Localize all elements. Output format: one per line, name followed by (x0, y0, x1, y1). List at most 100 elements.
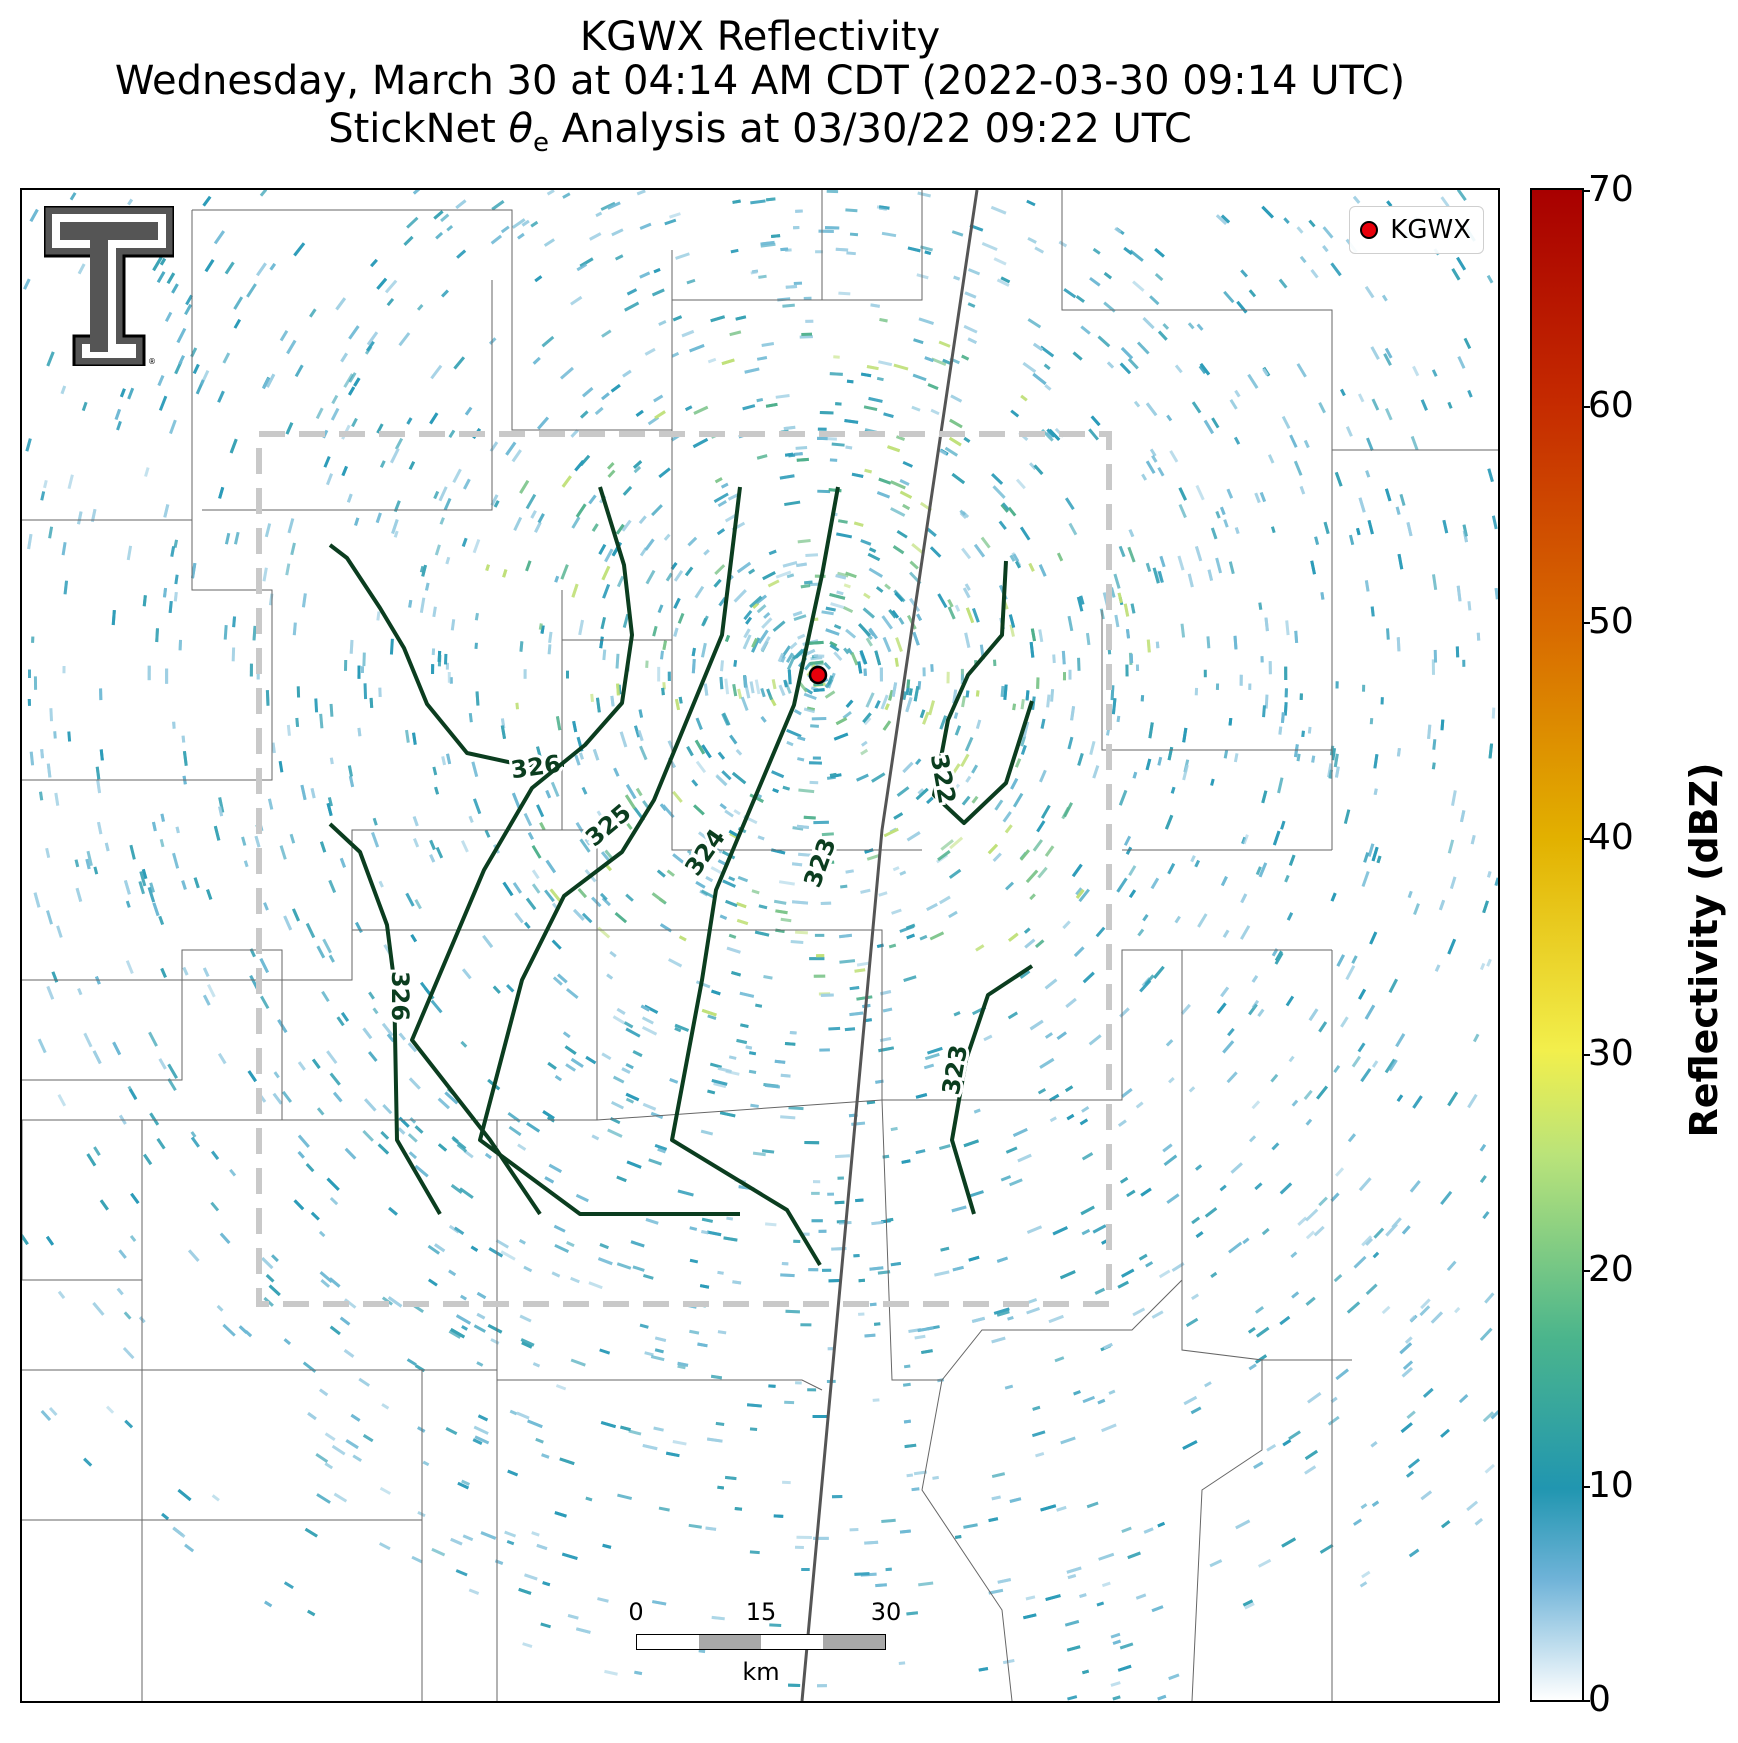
reflectivity-echo (579, 752, 584, 760)
reflectivity-echo (1167, 746, 1174, 761)
reflectivity-echo (171, 283, 179, 294)
reflectivity-echo (1228, 1241, 1243, 1254)
radar-site-marker[interactable] (808, 665, 828, 685)
reflectivity-echo (987, 843, 999, 855)
reflectivity-echo (688, 1523, 702, 1529)
reflectivity-echo (765, 402, 778, 408)
reflectivity-echo (1127, 546, 1136, 563)
reflectivity-echo (1384, 1058, 1396, 1074)
reflectivity-echo (537, 416, 549, 430)
reflectivity-echo (1089, 276, 1101, 287)
reflectivity-echo (780, 1115, 796, 1120)
reflectivity-echo (1065, 997, 1077, 1008)
radar-map[interactable]: 326 326 325 324 323 322 323 ® KGWX 0 15 30 km (20, 188, 1500, 1703)
reflectivity-echo (1174, 915, 1181, 924)
reflectivity-echo (963, 1139, 979, 1148)
reflectivity-echo (1487, 468, 1494, 483)
reflectivity-echo (339, 857, 346, 868)
reflectivity-echo (577, 888, 587, 899)
reflectivity-echo (600, 201, 616, 211)
reflectivity-echo (895, 435, 906, 441)
reflectivity-echo (654, 1348, 664, 1354)
reflectivity-echo (1371, 1500, 1380, 1507)
reflectivity-echo (1299, 255, 1307, 264)
reflectivity-echo (854, 968, 866, 973)
reflectivity-echo (1228, 717, 1233, 726)
reflectivity-echo (915, 1093, 928, 1099)
reflectivity-echo (1029, 641, 1035, 658)
reflectivity-echo (1080, 325, 1091, 335)
scalebar-segments (636, 1634, 886, 1650)
reflectivity-echo (890, 1261, 902, 1267)
reflectivity-echo (538, 623, 543, 630)
reflectivity-echo (488, 337, 497, 345)
reflectivity-echo (1294, 630, 1299, 643)
reflectivity-echo (376, 611, 381, 621)
reflectivity-echo (792, 900, 809, 905)
reflectivity-echo (964, 291, 977, 299)
reflectivity-echo (323, 455, 331, 468)
reflectivity-echo (1272, 830, 1281, 846)
reflectivity-echo (159, 257, 167, 266)
reflectivity-echo (752, 1151, 766, 1157)
reflectivity-echo (613, 767, 620, 777)
reflectivity-echo (1431, 659, 1435, 675)
reflectivity-echo (885, 1567, 892, 1572)
reflectivity-echo (1466, 1500, 1479, 1512)
reflectivity-echo (1384, 347, 1393, 359)
reflectivity-echo (441, 289, 449, 298)
reflectivity-echo (853, 521, 864, 527)
reflectivity-echo (506, 1539, 515, 1546)
reflectivity-echo (295, 717, 300, 728)
reflectivity-echo (1447, 938, 1457, 955)
reflectivity-echo (69, 192, 77, 201)
reflectivity-echo (128, 1088, 138, 1101)
reflectivity-echo (875, 586, 884, 593)
reflectivity-echo (1029, 1019, 1044, 1031)
reflectivity-echo (564, 1045, 577, 1055)
reflectivity-echo (1259, 491, 1267, 503)
reflectivity-echo (233, 296, 244, 310)
reflectivity-echo (912, 631, 920, 646)
reflectivity-echo (520, 1338, 535, 1347)
reflectivity-echo (1008, 614, 1016, 628)
reflectivity-echo (554, 1511, 567, 1518)
reflectivity-echo (1479, 1327, 1493, 1342)
reflectivity-echo (879, 317, 888, 323)
reflectivity-echo (163, 504, 170, 518)
reflectivity-echo (570, 1358, 586, 1367)
reflectivity-echo (665, 572, 673, 582)
reflectivity-echo (866, 365, 879, 371)
reflectivity-echo (283, 1581, 294, 1590)
reflectivity-echo (732, 1280, 742, 1285)
reflectivity-echo (493, 500, 500, 508)
reflectivity-echo (1261, 790, 1268, 804)
reflectivity-echo (408, 1151, 418, 1160)
reflectivity-echo (541, 335, 555, 348)
reflectivity-echo (775, 909, 788, 915)
reflectivity-echo (860, 888, 871, 894)
reflectivity-echo (846, 251, 856, 256)
reflectivity-echo (1299, 693, 1303, 700)
reflectivity-echo (750, 270, 758, 275)
reflectivity-echo (547, 1061, 557, 1070)
reflectivity-echo (1281, 415, 1291, 429)
reflectivity-echo (104, 842, 110, 852)
reflectivity-echo (590, 693, 594, 703)
reflectivity-echo (681, 329, 695, 338)
reflectivity-echo (1438, 899, 1446, 911)
reflectivity-echo (265, 1274, 275, 1283)
reflectivity-echo (536, 1543, 548, 1551)
reflectivity-echo (1277, 777, 1284, 794)
reflectivity-echo (231, 647, 236, 662)
reflectivity-echo (790, 939, 804, 945)
reflectivity-echo (765, 197, 776, 202)
reflectivity-echo (616, 575, 625, 588)
reflectivity-echo (261, 1257, 274, 1270)
reflectivity-echo (376, 423, 384, 434)
reflectivity-echo (883, 827, 899, 838)
reflectivity-echo (434, 1243, 446, 1253)
reflectivity-echo (599, 1348, 611, 1355)
reflectivity-echo (1223, 519, 1229, 528)
reflectivity-echo (492, 985, 501, 994)
